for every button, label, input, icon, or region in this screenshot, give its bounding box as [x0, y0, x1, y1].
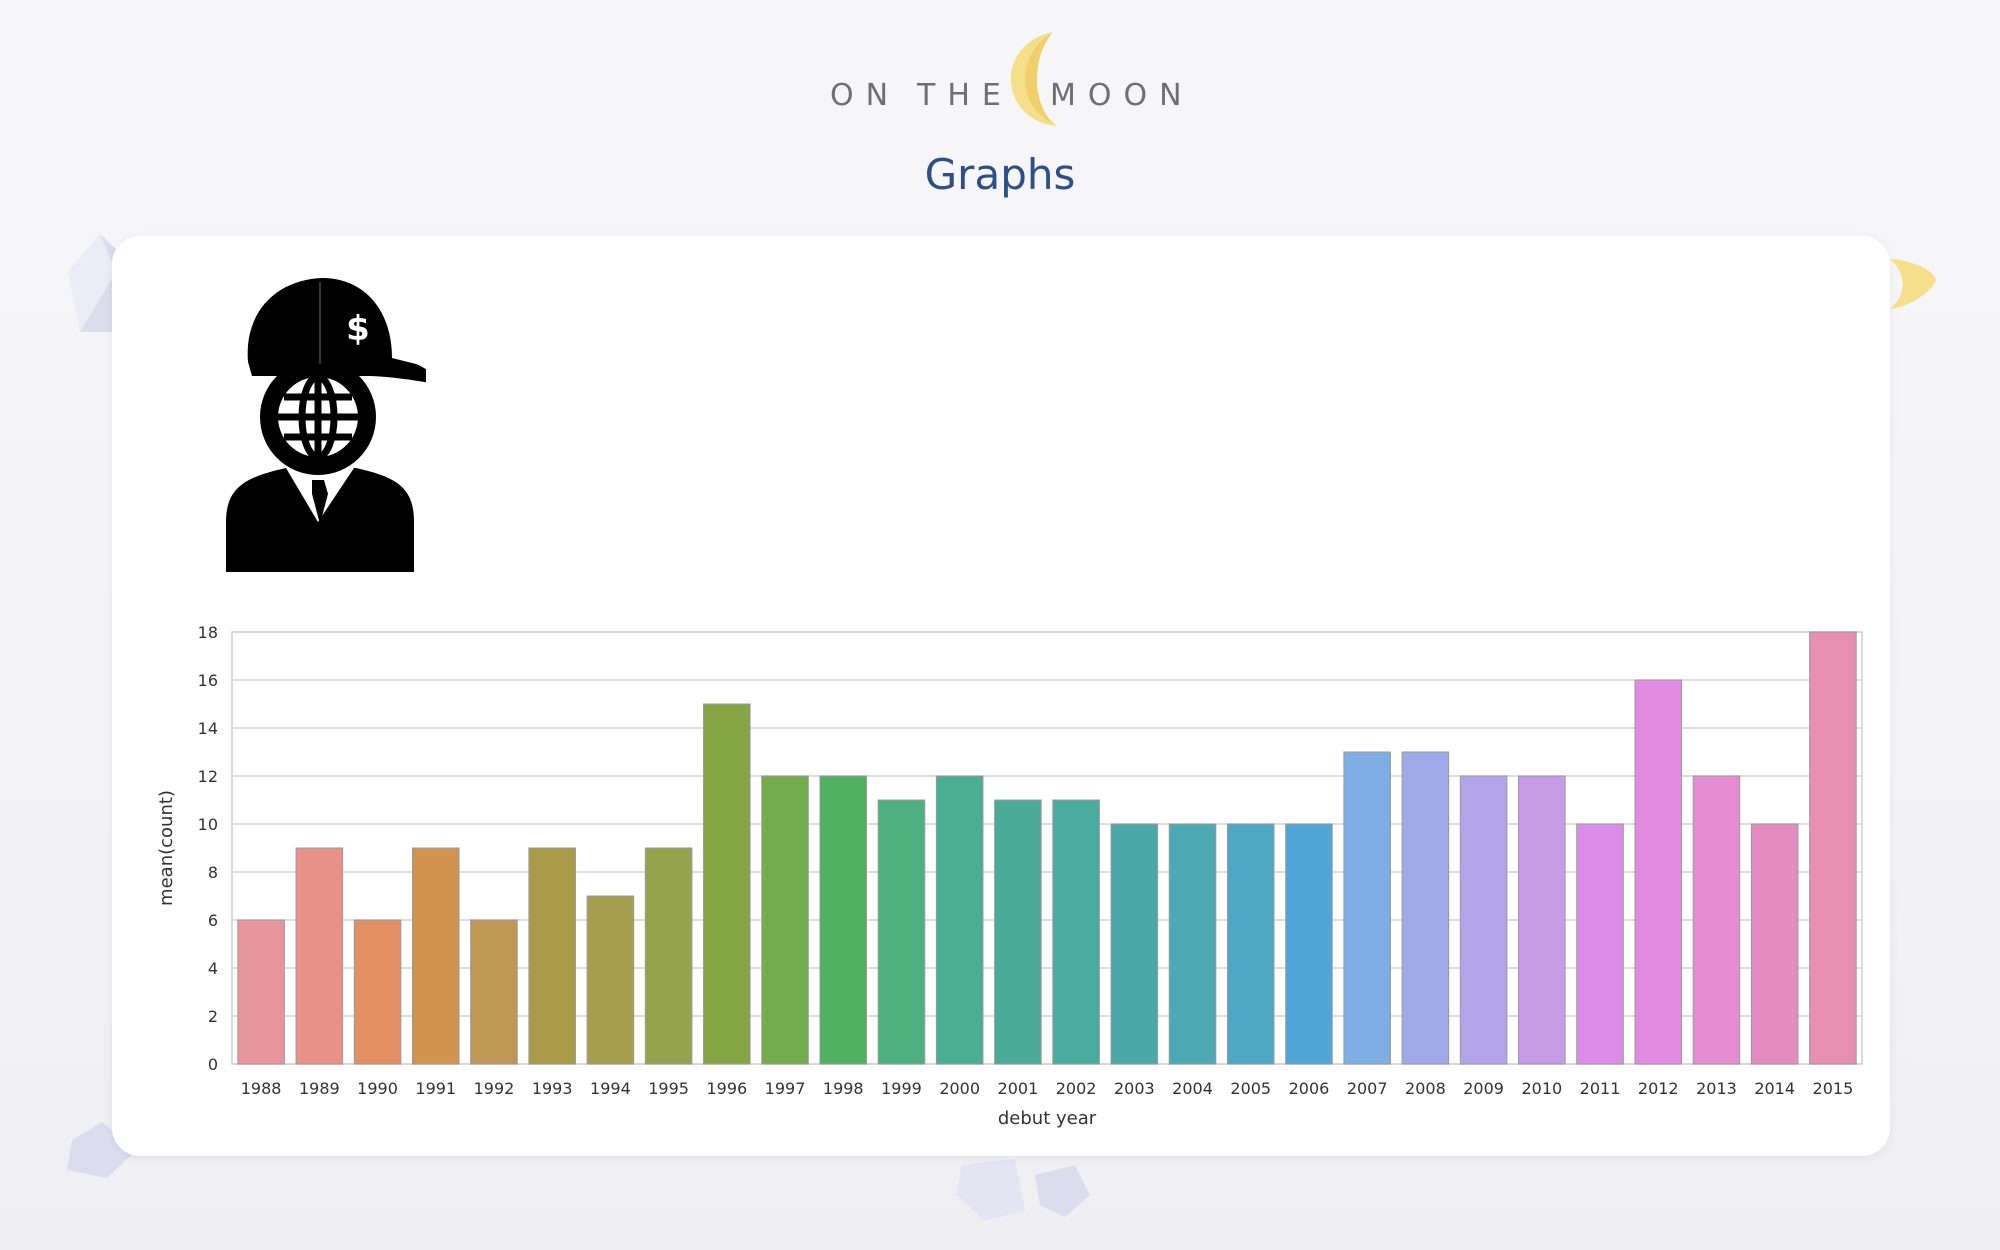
page-title: Graphs	[924, 150, 1076, 199]
x-tick-label: 1997	[765, 1079, 806, 1098]
x-tick-label: 2012	[1638, 1079, 1679, 1098]
x-tick-label: 2000	[939, 1079, 980, 1098]
bar-2007	[1343, 751, 1391, 1065]
bar-2011	[1576, 823, 1624, 1065]
x-tick-label: 1991	[415, 1079, 456, 1098]
x-tick-label: 2008	[1405, 1079, 1446, 1098]
bar-2009	[1459, 775, 1508, 1065]
bar-2014	[1750, 823, 1799, 1065]
bar-1995	[644, 847, 693, 1065]
x-tick-label: 1992	[474, 1079, 515, 1098]
y-tick-label: 0	[208, 1055, 218, 1074]
chart-ticks: 0 2 4 6 8 10 12 14 16 18 1988 1989 1990 1991 1992 1993 1…	[198, 623, 1854, 1098]
bar-2010	[1518, 775, 1566, 1065]
x-tick-label: 1989	[299, 1079, 340, 1098]
chart-bars	[237, 631, 1857, 1065]
x-tick-label: 2004	[1172, 1079, 1213, 1098]
x-tick-label: 1990	[357, 1079, 398, 1098]
brand-logo: ON THE MOON	[0, 28, 2000, 138]
bar-1997	[761, 775, 809, 1065]
bar-1993	[528, 847, 576, 1065]
y-tick-label: 6	[208, 911, 218, 930]
bar-2005	[1226, 823, 1275, 1065]
bar-chart: 0 2 4 6 8 10 12 14 16 18 1988 1989 1990 1991 1992 1993 1…	[156, 623, 1863, 1129]
bar-1994	[586, 895, 635, 1065]
y-tick-label: 8	[208, 863, 218, 882]
x-tick-label: 1988	[241, 1079, 282, 1098]
x-tick-label: 2006	[1289, 1079, 1330, 1098]
bar-2012	[1634, 679, 1683, 1065]
crescent-moon-icon	[1010, 32, 1057, 126]
x-tick-label: 2010	[1521, 1079, 1562, 1098]
bar-2002	[1052, 799, 1100, 1065]
y-tick-label: 18	[198, 623, 218, 642]
x-tick-label: 2007	[1347, 1079, 1388, 1098]
y-tick-label: 2	[208, 1007, 218, 1026]
bar-1996	[703, 703, 751, 1065]
crystal-decoration-icon	[957, 1159, 1090, 1221]
x-tick-label: 2011	[1580, 1079, 1621, 1098]
y-tick-label: 14	[198, 719, 218, 738]
bar-2003	[1110, 823, 1159, 1065]
x-tick-label: 2005	[1230, 1079, 1271, 1098]
x-tick-label: 2013	[1696, 1079, 1737, 1098]
bar-1989	[295, 847, 344, 1065]
brand-word-on: ON	[830, 78, 901, 113]
y-tick-label: 12	[198, 767, 218, 786]
bar-2006	[1285, 823, 1333, 1065]
content-card: $ 0 2 4 6 8 10 12 14 16 18 1988 1989 1990 1991 1992 199…	[112, 236, 1890, 1156]
x-tick-label: 1993	[532, 1079, 573, 1098]
x-tick-label: 1996	[706, 1079, 747, 1098]
bar-2013	[1692, 775, 1741, 1065]
brand-word-the: THE	[917, 78, 1013, 113]
bar-1990	[353, 919, 402, 1065]
bar-1991	[411, 847, 460, 1065]
x-tick-label: 1998	[823, 1079, 864, 1098]
bar-2015	[1809, 631, 1857, 1065]
x-tick-label: 2014	[1754, 1079, 1795, 1098]
x-axis-label: debut year	[998, 1108, 1097, 1129]
x-tick-label: 2015	[1813, 1079, 1854, 1098]
brand-word-moon: MOON	[1050, 78, 1194, 113]
bar-2000	[935, 775, 984, 1065]
businessman-globe-head-cap-icon: $	[226, 278, 426, 572]
y-tick-label: 10	[198, 815, 218, 834]
y-tick-label: 16	[198, 671, 218, 690]
bar-1999	[877, 799, 926, 1065]
cap-dollar-symbol: $	[346, 309, 370, 349]
bar-1998	[819, 775, 868, 1065]
y-tick-label: 4	[208, 959, 218, 978]
x-tick-label: 1994	[590, 1079, 631, 1098]
x-tick-label: 2009	[1463, 1079, 1504, 1098]
bar-2008	[1401, 751, 1450, 1065]
bar-1992	[470, 919, 518, 1065]
moon-decoration-icon	[1890, 259, 1936, 309]
x-tick-label: 2003	[1114, 1079, 1155, 1098]
bar-2004	[1168, 823, 1217, 1065]
bar-1988	[237, 919, 285, 1065]
x-tick-label: 1995	[648, 1079, 689, 1098]
x-tick-label: 2002	[1056, 1079, 1097, 1098]
bar-2001	[994, 799, 1042, 1065]
x-tick-label: 2001	[998, 1079, 1039, 1098]
y-axis-label: mean(count)	[156, 790, 177, 906]
x-tick-label: 1999	[881, 1079, 922, 1098]
